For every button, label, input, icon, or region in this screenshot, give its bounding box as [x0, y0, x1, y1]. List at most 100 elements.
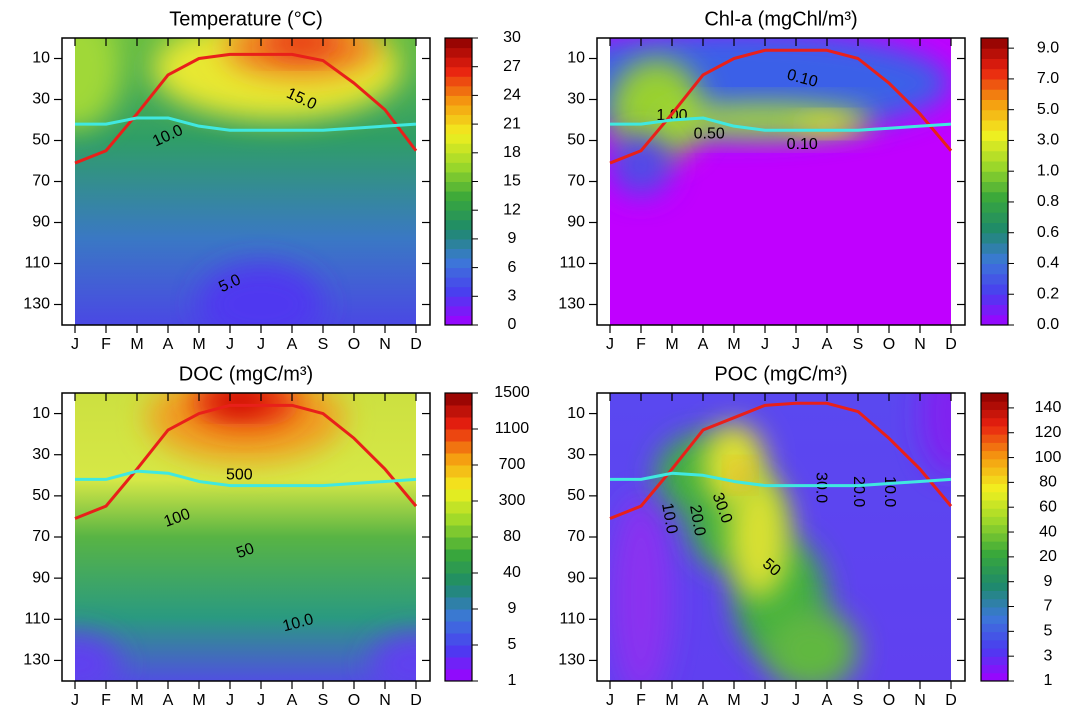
x-tick-label: A [822, 336, 833, 353]
x-tick-label: D [410, 692, 422, 709]
colorbar-band [445, 645, 472, 658]
colorbar-band [981, 557, 1008, 567]
field-blob [369, 633, 416, 681]
colorbar-band [981, 232, 1008, 244]
colorbar-tick-label: 15 [503, 173, 521, 190]
colorbar-band [981, 48, 1008, 59]
y-tick-label: 90 [32, 569, 50, 586]
colorbar-band [981, 273, 1008, 285]
colorbar-band [445, 393, 472, 406]
colorbar-band [445, 525, 472, 538]
colorbar-band [445, 85, 472, 96]
x-tick-label: M [727, 336, 740, 353]
x-tick-label: M [727, 692, 740, 709]
y-tick-label: 10 [32, 50, 50, 67]
colorbar-band [445, 633, 472, 646]
colorbar-band [445, 513, 472, 526]
colorbar-band [445, 66, 472, 77]
colorbar-tick-label: 30 [503, 29, 521, 46]
colorbar-band [445, 181, 472, 192]
y-tick-label: 90 [567, 214, 585, 231]
colorbar-band [445, 124, 472, 135]
x-tick-label: J [71, 692, 79, 709]
colorbar-band [981, 120, 1008, 131]
x-tick-label: O [883, 692, 895, 709]
colorbar-band [445, 417, 472, 430]
colorbar-band [981, 38, 1008, 49]
colorbar-band [445, 38, 472, 49]
colorbar-band [981, 89, 1008, 100]
y-tick-label: 30 [32, 91, 50, 108]
y-tick-label: 110 [24, 611, 50, 628]
colorbar-band [981, 294, 1008, 305]
colorbar-band [445, 267, 472, 278]
y-tick-label: 50 [32, 132, 50, 149]
y-tick-label: 130 [23, 652, 50, 669]
y-tick-label: 70 [32, 173, 50, 190]
colorbar-band [981, 508, 1008, 517]
colorbar-tick-label: 7.0 [1037, 70, 1059, 87]
contour-field [75, 393, 416, 681]
colorbar-band [981, 598, 1008, 608]
colorbar-band [981, 409, 1008, 419]
x-tick-label: F [101, 692, 111, 709]
field-blob [75, 633, 122, 681]
x-tick-label: J [761, 692, 769, 709]
x-tick-label: S [318, 692, 329, 709]
colorbar-band [981, 458, 1008, 468]
colorbar-tick-label: 80 [1039, 474, 1057, 491]
colorbar-tick-label: 12 [503, 201, 521, 218]
colorbar-tick-label: 140 [1035, 399, 1062, 416]
colorbar-band [981, 243, 1008, 254]
colorbar-band [981, 574, 1008, 583]
x-tick-label: J [257, 336, 265, 353]
colorbar-band [445, 104, 472, 116]
contour-label: 500 [226, 467, 253, 484]
colorbar-band [981, 524, 1008, 534]
y-tick-label: 50 [567, 132, 585, 149]
x-tick-label: J [792, 336, 800, 353]
colorbar-band [445, 305, 472, 316]
colorbar-tick-label: 1 [1044, 672, 1053, 689]
colorbar-tick-label: 3 [508, 288, 517, 305]
colorbar-band [445, 621, 472, 634]
contour-label: 20.0 [850, 476, 867, 507]
colorbar-tick-label: 5 [1044, 623, 1053, 640]
colorbar-band [445, 238, 472, 249]
panel-title: POC (mgC/m³) [714, 363, 847, 385]
colorbar-tick-label: 21 [503, 115, 521, 132]
y-tick-label: 10 [567, 50, 585, 67]
x-tick-label: M [192, 692, 205, 709]
colorbar-tick-label: 20 [1039, 548, 1057, 565]
colorbar-band [445, 200, 472, 211]
x-tick-label: A [698, 336, 709, 353]
colorbar-band [445, 162, 472, 173]
colorbar-band [445, 609, 472, 622]
y-tick-label: 30 [567, 91, 585, 108]
colorbar-band [981, 314, 1008, 326]
contour-label: 0.10 [787, 136, 818, 153]
x-tick-label: S [318, 336, 329, 353]
colorbar-band [981, 181, 1008, 193]
colorbar-band [981, 475, 1008, 485]
x-tick-label: F [101, 336, 111, 353]
x-tick-label: A [822, 692, 833, 709]
colorbar-frame [980, 37, 1009, 326]
field-blob [75, 38, 122, 131]
x-tick-label: J [606, 692, 614, 709]
depth-line [74, 403, 418, 520]
field-blob [727, 475, 790, 599]
colorbar-band [445, 296, 472, 307]
colorbar-band [445, 501, 472, 514]
panel-title: DOC (mgC/m³) [179, 363, 313, 385]
colorbar-tick-label: 40 [1039, 523, 1057, 540]
x-tick-label: O [348, 336, 360, 353]
colorbar-tick-label: 700 [499, 456, 526, 473]
field-blob [920, 393, 951, 476]
colorbar-tick-label: 300 [499, 492, 526, 509]
colorbar-band [445, 405, 472, 418]
colorbar-band [445, 573, 472, 586]
colorbar-band [981, 130, 1008, 141]
colorbar-band [445, 229, 472, 240]
